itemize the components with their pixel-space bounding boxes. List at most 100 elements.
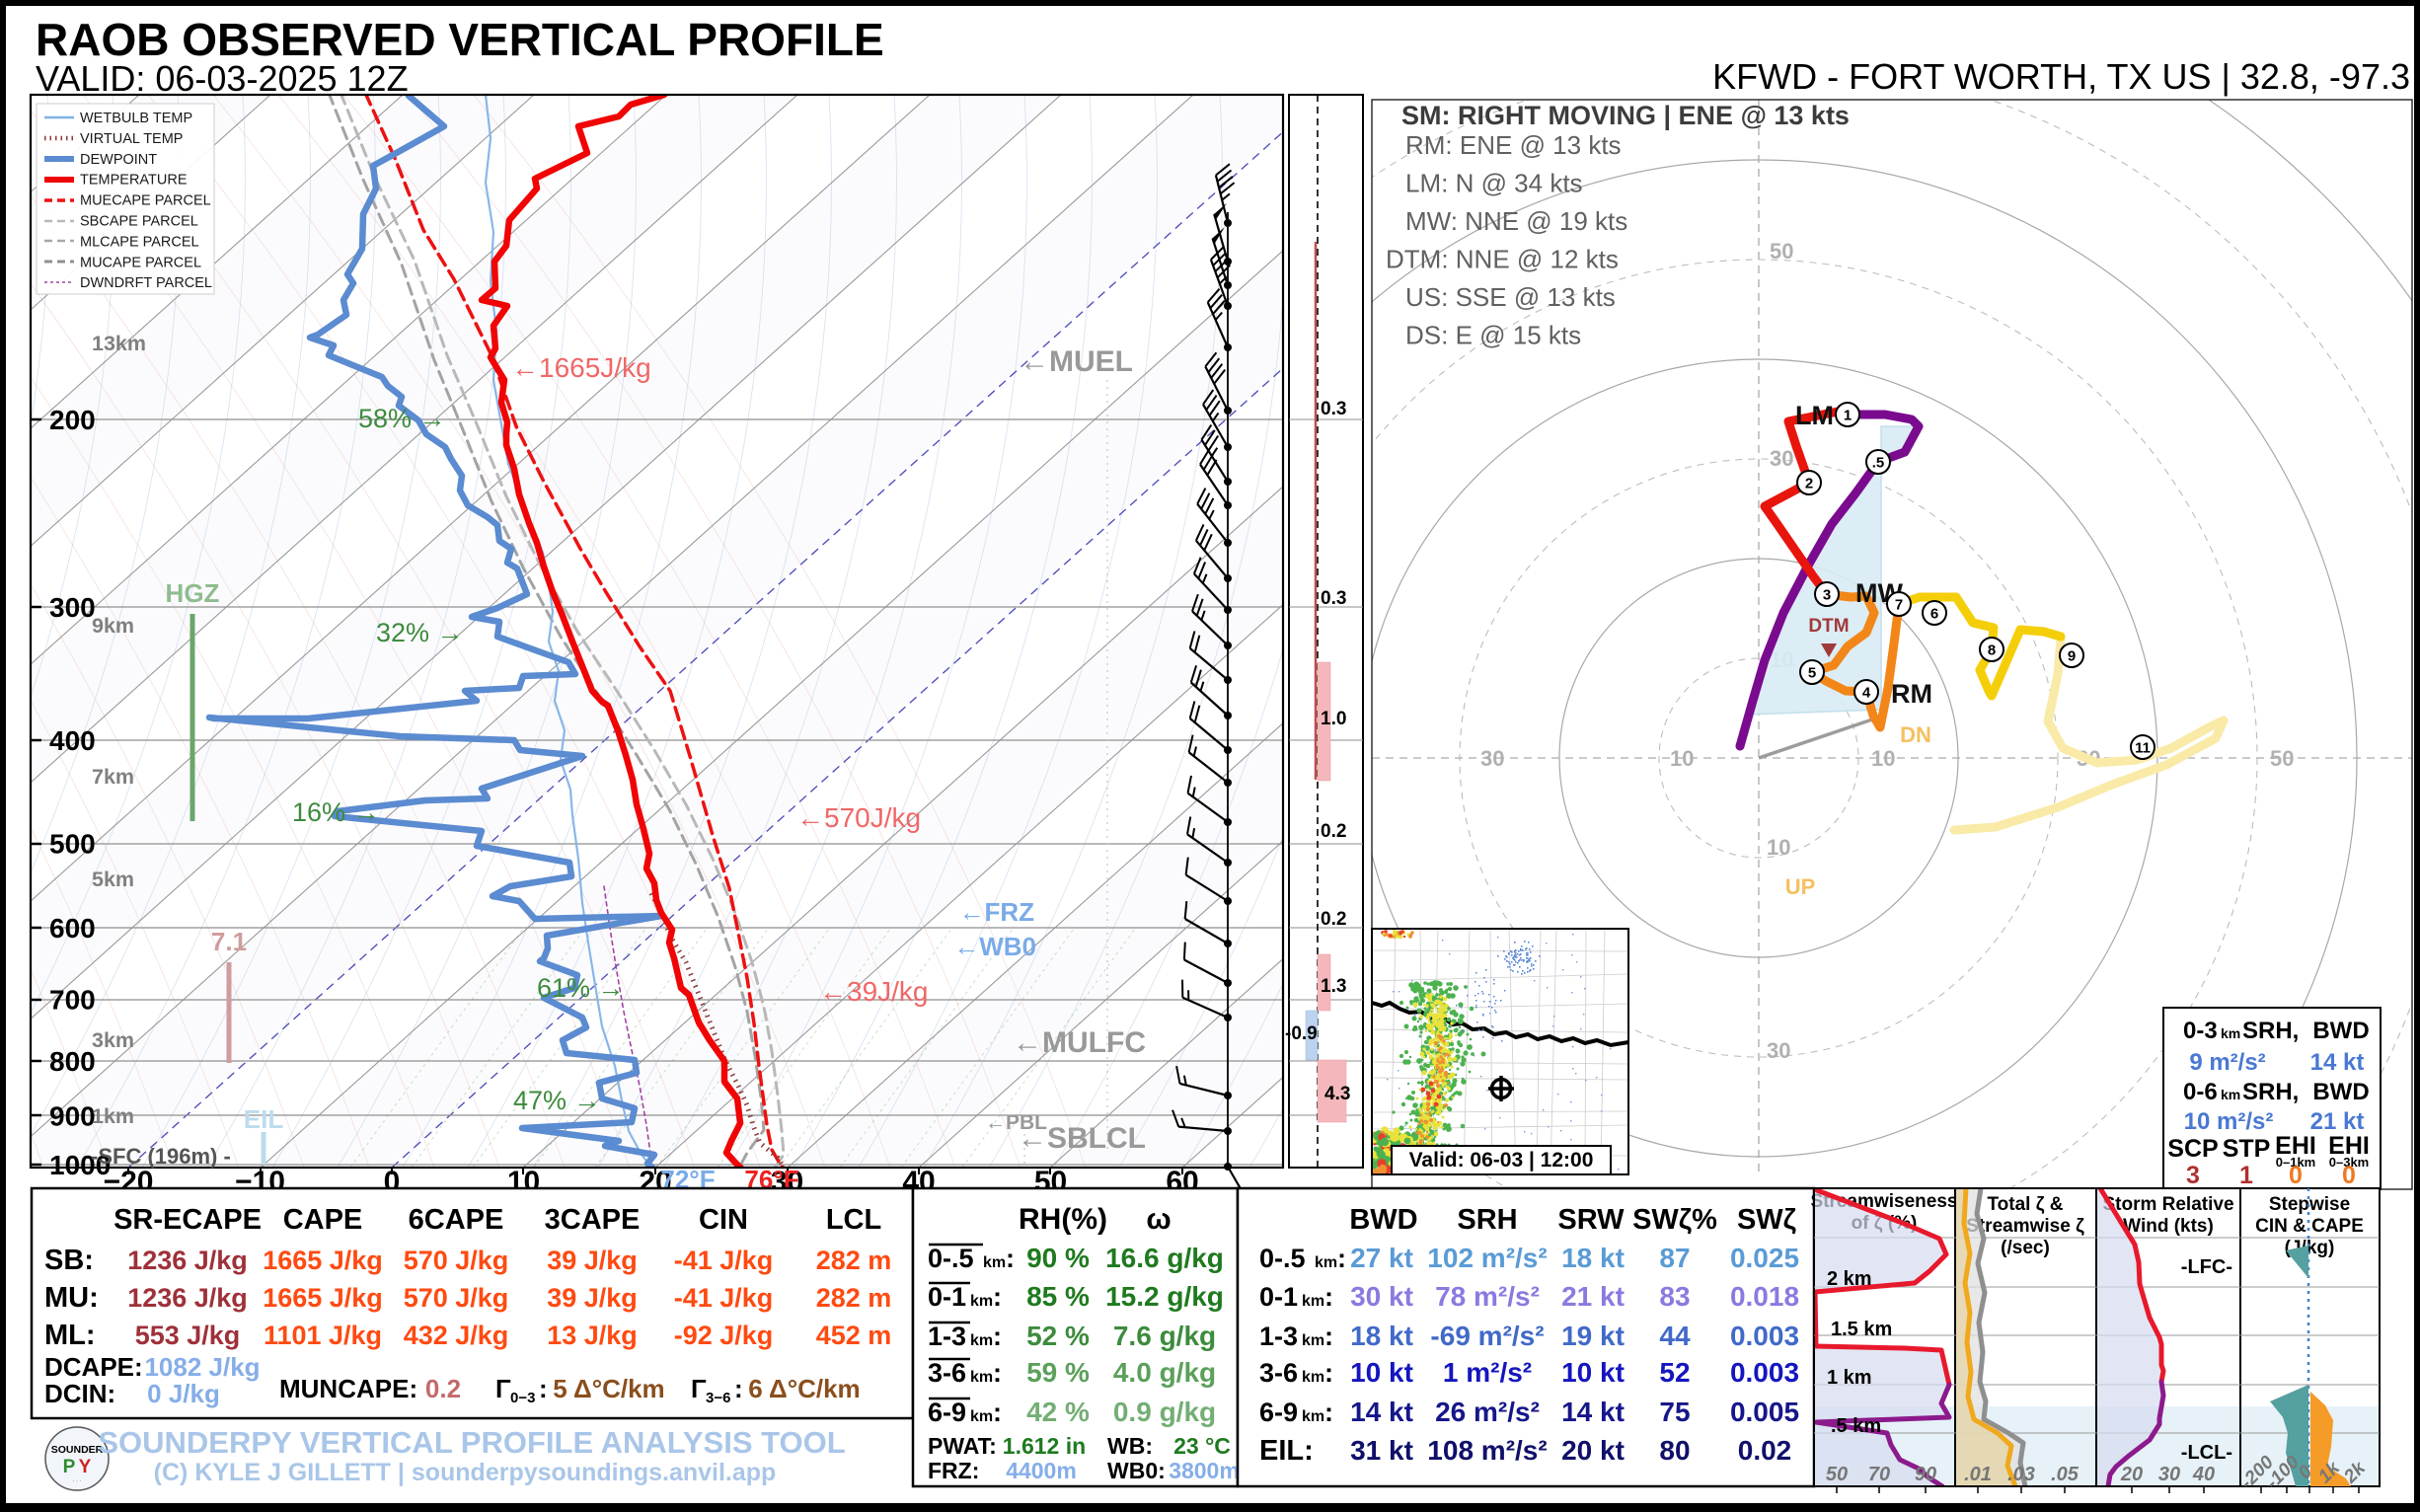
svg-text:1101 J/kg: 1101 J/kg xyxy=(264,1321,382,1350)
svg-text:DWNDRFT PARCEL: DWNDRFT PARCEL xyxy=(80,275,212,291)
svg-text:DCIN:: DCIN: xyxy=(44,1379,115,1408)
svg-text:1 km: 1 km xyxy=(1827,1367,1872,1389)
svg-text:42 %: 42 % xyxy=(1026,1397,1090,1427)
svg-text:.5: .5 xyxy=(1872,455,1885,472)
svg-text:Storm Relative: Storm Relative xyxy=(2102,1194,2233,1215)
svg-text:6 Δ°C/km: 6 Δ°C/km xyxy=(748,1374,860,1403)
svg-text:3CAPE: 3CAPE xyxy=(545,1204,641,1236)
svg-text:WETBULB TEMP: WETBULB TEMP xyxy=(80,111,192,126)
svg-text:SM: RIGHT MOVING | ENE @ 13 kt: SM: RIGHT MOVING | ENE @ 13 kts xyxy=(1401,101,1850,130)
svg-text:←MULFC: ←MULFC xyxy=(1013,1026,1146,1059)
svg-text:700: 700 xyxy=(49,985,96,1016)
svg-text:16% →: 16% → xyxy=(292,797,380,827)
svg-text:1.612 in: 1.612 in xyxy=(1003,1433,1086,1459)
svg-text:.5 km: .5 km xyxy=(1831,1415,1881,1437)
svg-text:4.3: 4.3 xyxy=(1324,1084,1350,1104)
svg-text:SOUNDER: SOUNDER xyxy=(51,1444,104,1456)
svg-text:SCP: SCP xyxy=(2167,1135,2218,1163)
svg-text:Γ: Γ xyxy=(495,1374,511,1403)
svg-text:50: 50 xyxy=(1826,1464,1848,1485)
svg-text:←FRZ: ←FRZ xyxy=(958,897,1034,927)
svg-text:50: 50 xyxy=(1770,239,1793,264)
svg-text:0.2: 0.2 xyxy=(425,1374,461,1403)
svg-text:MUECAPE PARCEL: MUECAPE PARCEL xyxy=(80,193,211,209)
svg-text:500: 500 xyxy=(49,829,96,860)
svg-text:90: 90 xyxy=(1915,1464,1936,1485)
svg-text:SOUNDERPY VERTICAL PROFILE ANA: SOUNDERPY VERTICAL PROFILE ANALYSIS TOOL xyxy=(98,1425,845,1460)
svg-text:CIN & CAPE: CIN & CAPE xyxy=(2255,1216,2364,1237)
svg-text:9km: 9km xyxy=(92,614,134,638)
svg-text:WB0:: WB0: xyxy=(1107,1458,1166,1483)
svg-text:BWD: BWD xyxy=(2312,1018,2369,1044)
svg-text:1 m²/s²: 1 m²/s² xyxy=(1443,1357,1532,1388)
svg-text:7.6 g/kg: 7.6 g/kg xyxy=(1113,1321,1216,1351)
svg-text:km: km xyxy=(1302,1408,1324,1425)
svg-text:←1665J/kg: ←1665J/kg xyxy=(511,352,651,383)
svg-text:40: 40 xyxy=(2192,1464,2215,1485)
svg-text:3800m: 3800m xyxy=(1169,1458,1240,1483)
svg-text:85 %: 85 % xyxy=(1026,1281,1090,1312)
svg-text:SR-ECAPE: SR-ECAPE xyxy=(113,1204,262,1236)
svg-text:SWζ%: SWζ% xyxy=(1632,1204,1717,1236)
svg-text:←SBLCL: ←SBLCL xyxy=(1018,1122,1146,1155)
svg-text:432 J/kg: 432 J/kg xyxy=(404,1321,509,1350)
svg-text:.01: .01 xyxy=(1964,1464,1992,1485)
svg-text:-92 J/kg: -92 J/kg xyxy=(674,1321,774,1350)
svg-text:7.1: 7.1 xyxy=(211,927,247,956)
svg-text:75: 75 xyxy=(1659,1397,1690,1427)
svg-text:1082 J/kg: 1082 J/kg xyxy=(144,1352,260,1382)
svg-text:1665 J/kg: 1665 J/kg xyxy=(263,1283,383,1313)
svg-text:52 %: 52 % xyxy=(1026,1321,1090,1351)
svg-text:0-.5: 0-.5 xyxy=(1259,1244,1306,1273)
svg-text:0 J/kg: 0 J/kg xyxy=(147,1379,220,1408)
svg-text:km: km xyxy=(1302,1332,1324,1349)
svg-text:21 kt: 21 kt xyxy=(2310,1108,2365,1135)
svg-text:1km: 1km xyxy=(92,1104,134,1128)
svg-text:3: 3 xyxy=(1823,587,1831,604)
svg-text:4400m: 4400m xyxy=(1006,1458,1077,1483)
svg-text:0−3: 0−3 xyxy=(510,1390,535,1406)
svg-text:.03: .03 xyxy=(2007,1464,2035,1485)
svg-text:58% →: 58% → xyxy=(358,404,446,433)
svg-text:83: 83 xyxy=(1659,1281,1690,1312)
svg-text:Streamwise ζ: Streamwise ζ xyxy=(1966,1216,2084,1237)
svg-text:SB:: SB: xyxy=(44,1245,94,1276)
svg-text::: : xyxy=(1324,1398,1333,1427)
svg-text:52: 52 xyxy=(1659,1357,1690,1388)
svg-text:0.003: 0.003 xyxy=(1730,1357,1799,1388)
svg-text:5: 5 xyxy=(1808,665,1816,682)
svg-text:1.5 km: 1.5 km xyxy=(1831,1319,1892,1340)
svg-text:km: km xyxy=(983,1254,1006,1271)
svg-text:0-.5: 0-.5 xyxy=(928,1244,974,1273)
svg-text:87: 87 xyxy=(1659,1243,1690,1273)
svg-text:SRH,: SRH, xyxy=(2242,1018,2299,1044)
svg-text:km: km xyxy=(1302,1293,1324,1310)
svg-text:SWζ: SWζ xyxy=(1737,1204,1796,1236)
svg-text:Wind (kts): Wind (kts) xyxy=(2123,1216,2214,1237)
svg-text:0.3: 0.3 xyxy=(1321,588,1346,609)
svg-text:0–1km: 0–1km xyxy=(2276,1155,2315,1170)
svg-text:7km: 7km xyxy=(92,765,134,789)
svg-text:20: 20 xyxy=(2120,1464,2143,1485)
svg-text:11: 11 xyxy=(2135,740,2151,757)
svg-text:30: 30 xyxy=(1480,746,1504,771)
svg-text:27 kt: 27 kt xyxy=(1350,1243,1413,1273)
svg-text:←PBL: ←PBL xyxy=(985,1111,1047,1134)
svg-text:8: 8 xyxy=(1988,643,1996,659)
svg-text:1: 1 xyxy=(2239,1162,2253,1189)
svg-text:LCL: LCL xyxy=(826,1204,881,1236)
svg-text:0.2: 0.2 xyxy=(1321,821,1346,842)
svg-text:KFWD - FORT WORTH, TX US | 32.: KFWD - FORT WORTH, TX US | 32.8, -97.3 xyxy=(1712,56,2410,97)
svg-text:1000: 1000 xyxy=(49,1150,111,1180)
svg-text:BWD: BWD xyxy=(2312,1079,2369,1105)
svg-text:553 J/kg: 553 J/kg xyxy=(135,1321,241,1350)
svg-text:10: 10 xyxy=(1767,835,1790,860)
svg-text:10 kt: 10 kt xyxy=(1561,1357,1625,1388)
svg-text:MUNCAPE:: MUNCAPE: xyxy=(279,1374,417,1403)
svg-text::: : xyxy=(993,1358,1002,1388)
svg-text:2: 2 xyxy=(1805,476,1813,492)
svg-text:1-3: 1-3 xyxy=(1259,1322,1298,1351)
svg-text:EHI: EHI xyxy=(2275,1132,2316,1160)
svg-text::: : xyxy=(1324,1322,1333,1351)
svg-text:(/sec): (/sec) xyxy=(2001,1238,2050,1258)
